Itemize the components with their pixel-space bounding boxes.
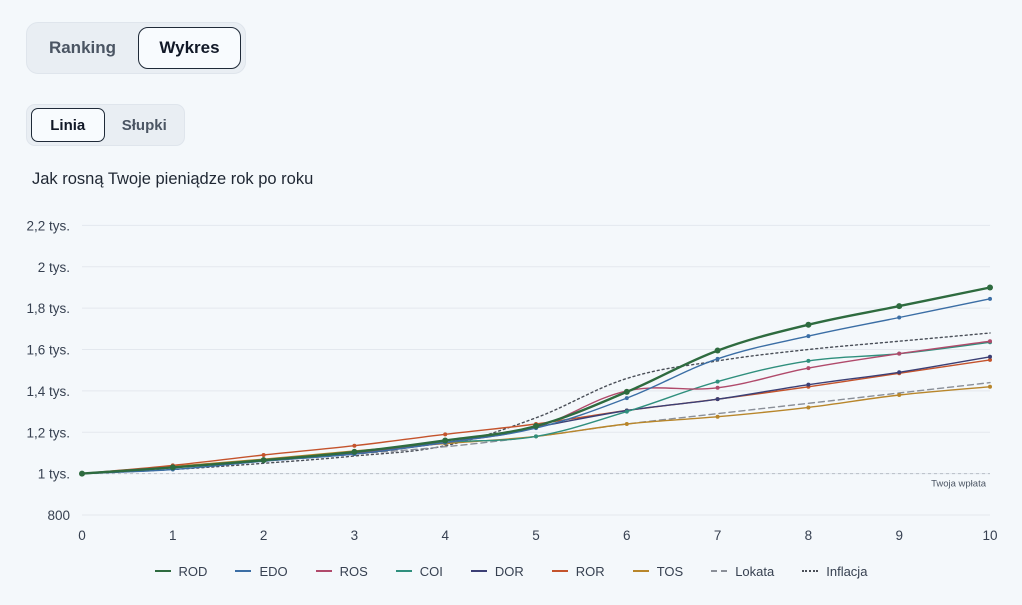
x-tick-label: 0 xyxy=(78,528,86,543)
legend-item-lokata[interactable]: Lokata xyxy=(711,561,774,581)
legend-swatch xyxy=(551,570,568,572)
legend-item-ros[interactable]: ROS xyxy=(315,561,368,581)
data-point-rod xyxy=(987,284,993,291)
x-tick-label: 3 xyxy=(351,528,359,543)
legend-swatch xyxy=(470,570,487,572)
legend-label: COI xyxy=(419,563,443,579)
legend-item-tos[interactable]: TOS xyxy=(632,561,684,581)
data-point-rod xyxy=(714,347,721,354)
chart-title: Jak rosną Twoje pieniądze rok po roku xyxy=(32,170,314,188)
data-point-tos xyxy=(988,384,992,389)
legend-label: Inflacja xyxy=(826,563,868,579)
chart-tab[interactable]: Wykres xyxy=(137,27,241,69)
legend-item-rod[interactable]: ROD xyxy=(154,561,208,581)
x-tick-label: 10 xyxy=(982,528,997,543)
x-tick-label: 2 xyxy=(260,528,268,543)
legend-item-inflacja[interactable]: Inflacja xyxy=(802,561,867,581)
legend-label: ROS xyxy=(339,563,368,579)
data-point-edo xyxy=(897,315,902,320)
data-point-coi xyxy=(534,434,538,439)
legend-item-dor[interactable]: DOR xyxy=(470,561,524,581)
legend-swatch xyxy=(802,570,819,572)
data-point-rod xyxy=(351,448,358,455)
y-tick-label: 2 tys. xyxy=(38,260,70,275)
y-tick-label: 1,6 tys. xyxy=(26,343,70,358)
data-point-ros xyxy=(715,385,720,390)
y-tick-label: 2,2 tys. xyxy=(26,218,70,233)
x-tick-label: 6 xyxy=(623,528,631,543)
x-tick-label: 9 xyxy=(895,528,903,543)
ranking-tab[interactable]: Ranking xyxy=(48,38,117,57)
data-point-dor xyxy=(988,354,992,359)
legend-label: ROD xyxy=(178,563,208,579)
chart-legend: ROD EDO ROS COI DOR ROR TOS Lokata Inflacja xyxy=(0,561,1022,581)
data-point-rod xyxy=(442,437,449,444)
legend-swatch xyxy=(632,570,649,572)
data-point-coi xyxy=(806,358,811,363)
x-tick-label: 4 xyxy=(441,528,449,543)
y-tick-label: 800 xyxy=(47,508,70,523)
legend-label: Lokata xyxy=(735,563,775,579)
data-point-ros xyxy=(988,339,992,344)
data-point-ror xyxy=(988,357,992,362)
legend-swatch xyxy=(315,570,332,572)
legend-swatch xyxy=(711,570,728,572)
x-tick-label: 7 xyxy=(714,528,722,543)
y-tick-label: 1,4 tys. xyxy=(26,384,70,399)
baseline-reference-label: Twoja wpłata xyxy=(931,479,987,490)
data-point-edo xyxy=(988,296,992,301)
legend-item-coi[interactable]: COI xyxy=(395,561,443,581)
series-line-ror xyxy=(81,359,991,475)
view-switch: Ranking Wykres xyxy=(26,22,246,74)
data-point-tos xyxy=(624,421,629,426)
x-tick-label: 8 xyxy=(805,528,813,543)
series-line-dor xyxy=(81,356,991,475)
data-point-rod xyxy=(533,423,539,430)
data-point-tos xyxy=(715,414,720,419)
x-tick-label: 5 xyxy=(532,528,540,543)
legend-label: ROR xyxy=(575,563,605,579)
data-point-ror xyxy=(443,432,448,437)
data-point-rod xyxy=(260,457,267,464)
legend-swatch xyxy=(235,570,252,572)
data-point-rod xyxy=(169,464,176,471)
data-point-tos xyxy=(897,393,902,398)
legend-swatch xyxy=(154,570,171,572)
legend-label: EDO xyxy=(259,563,288,579)
data-point-edo xyxy=(806,334,811,339)
data-point-ror xyxy=(261,453,266,458)
data-point-ros xyxy=(806,366,811,371)
data-point-dor xyxy=(806,382,811,387)
legend-swatch xyxy=(395,570,412,572)
y-tick-label: 1,2 tys. xyxy=(26,425,70,440)
data-point-rod xyxy=(896,303,903,310)
data-point-dor xyxy=(897,370,902,375)
bar-chart-tab[interactable]: Słupki xyxy=(121,116,167,134)
line-chart-tab[interactable]: Linia xyxy=(31,108,105,142)
data-point-tos xyxy=(806,405,811,410)
data-point-edo xyxy=(715,356,720,361)
y-tick-label: 1,8 tys. xyxy=(26,301,70,316)
chart-style-switch: Linia Słupki xyxy=(26,104,185,146)
legend-item-ror[interactable]: ROR xyxy=(551,561,605,581)
data-point-ros xyxy=(897,351,902,356)
legend-label: DOR xyxy=(494,563,524,579)
data-point-coi xyxy=(715,379,720,384)
growth-line-chart: 800 1 tys. 1,2 tys. 1,4 tys. 1,6 tys. 1,8 tys… xyxy=(26,218,997,543)
series-line-coi xyxy=(81,341,991,475)
legend-item-edo[interactable]: EDO xyxy=(235,561,288,581)
data-point-coi xyxy=(624,409,629,414)
legend-label: TOS xyxy=(656,563,684,579)
series-line-ros xyxy=(81,340,991,475)
x-tick-label: 1 xyxy=(169,528,177,543)
data-point-rod xyxy=(623,388,630,395)
data-point-edo xyxy=(624,396,629,401)
data-point-ror xyxy=(352,443,357,448)
series-line-inflacja xyxy=(81,332,991,475)
y-tick-label: 1 tys. xyxy=(38,467,70,482)
data-point-rod xyxy=(805,321,812,328)
series-line-edo xyxy=(81,298,991,475)
data-point-dor xyxy=(715,397,720,402)
data-point-rod xyxy=(79,470,85,477)
